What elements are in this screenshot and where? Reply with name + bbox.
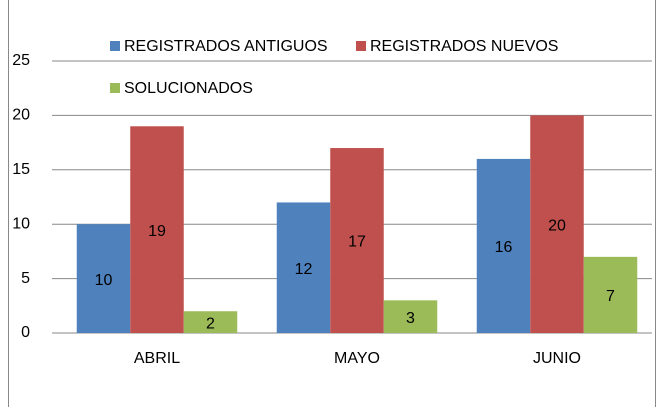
bar (76, 224, 131, 333)
y-tick-label: 20 (12, 107, 30, 124)
data-label: 2 (206, 315, 215, 332)
data-label: 12 (295, 261, 313, 278)
bar (276, 202, 331, 333)
legend-swatch (356, 41, 366, 51)
data-label: 7 (606, 288, 615, 305)
bar (530, 115, 584, 334)
legend-swatch (110, 41, 120, 51)
bar (330, 148, 384, 333)
legend-label: REGISTRADOS NUEVOS (370, 38, 558, 55)
legend-label: REGISTRADOS ANTIGUOS (124, 38, 328, 55)
legend-swatch (110, 83, 120, 93)
bar (130, 126, 184, 333)
legend-label: SOLUCIONADOS (124, 80, 253, 97)
y-tick-label: 0 (21, 324, 30, 341)
bar (476, 158, 531, 333)
x-tick-label: JUNIO (533, 350, 581, 367)
x-tick-label: ABRIL (134, 350, 180, 367)
y-tick-label: 15 (12, 161, 30, 178)
x-tick-label: MAYO (334, 350, 380, 367)
data-label: 10 (95, 272, 113, 289)
bar (583, 256, 638, 333)
data-label: 17 (348, 234, 366, 251)
data-label: 20 (548, 217, 566, 234)
bar (383, 300, 438, 333)
y-tick-label: 25 (12, 52, 30, 69)
y-tick-label: 10 (12, 215, 30, 232)
data-label: 3 (406, 310, 415, 327)
bar (183, 311, 238, 333)
data-label: 16 (495, 239, 513, 256)
y-tick-label: 5 (21, 270, 30, 287)
data-label: 19 (148, 223, 166, 240)
